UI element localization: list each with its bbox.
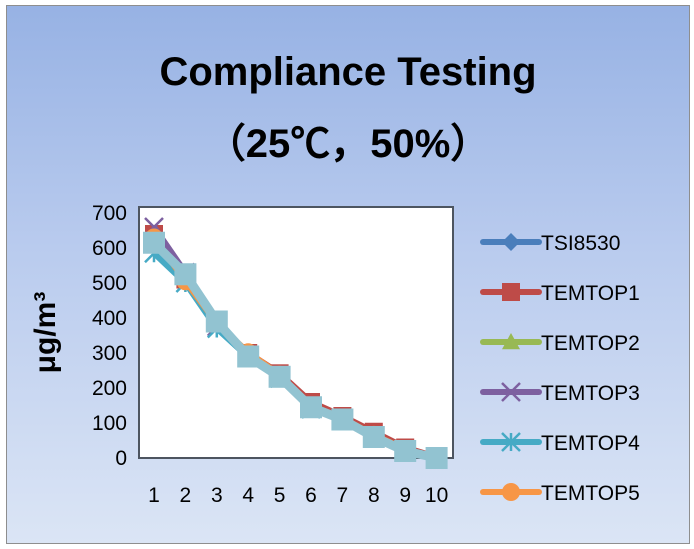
x-tick-label: 8 (368, 484, 380, 507)
y-tick-label: 600 (92, 237, 127, 260)
legend-label: TEMTOP3 (541, 382, 640, 405)
y-tick-label: 700 (92, 202, 127, 225)
data-point (174, 263, 197, 286)
legend-marker (501, 432, 521, 452)
chart-title: Compliance Testing （25℃，50%） (159, 50, 537, 166)
y-tick-label: 0 (115, 447, 127, 470)
data-point (300, 396, 322, 419)
y-tick-label: 400 (92, 307, 127, 330)
y-axis-label: μg/m³ (29, 292, 62, 374)
y-tick-label: 100 (92, 412, 127, 435)
data-point (362, 426, 385, 448)
x-tick-label: 6 (305, 484, 317, 507)
legend-marker (501, 382, 521, 402)
x-tick-label: 7 (337, 484, 349, 507)
data-point (237, 345, 260, 368)
data-point (143, 231, 165, 254)
legend-marker (502, 333, 520, 350)
y-tick-label: 300 (92, 342, 127, 365)
data-point (331, 408, 354, 431)
y-tick-label: 200 (92, 377, 127, 400)
x-tick-label: 5 (274, 484, 286, 507)
x-tick-label: 2 (180, 484, 192, 507)
legend-label: TEMTOP5 (541, 482, 640, 505)
legend-label: TEMTOP2 (541, 332, 640, 355)
x-tick-label: 1 (148, 484, 160, 507)
x-tick-label: 4 (242, 484, 254, 507)
x-tick-label: 3 (211, 484, 223, 507)
data-point (205, 310, 228, 333)
series-line (150, 239, 438, 463)
data-point (268, 365, 291, 388)
plot-area (138, 206, 454, 459)
legend-marker (502, 233, 520, 251)
legend-marker (502, 283, 520, 301)
x-tick-label: 9 (399, 484, 411, 507)
chart-frame: Compliance Testing （25℃，50%） 0 100 200 300 4… (6, 5, 690, 544)
legend-label: TEMTOP4 (541, 432, 640, 455)
x-tick-label: 10 (425, 484, 448, 507)
legend-label: TSI8530 (541, 232, 620, 255)
data-point (425, 447, 448, 469)
data-point (394, 440, 417, 462)
y-tick-label: 500 (92, 272, 127, 295)
line-chart: 0 100 200 300 400 500 600 700 1 2 3 4 5 6 7 8 9 10 μg/m³ TS… (29, 202, 640, 507)
legend-marker (502, 483, 520, 501)
legend-label: TEMTOP1 (541, 282, 640, 305)
